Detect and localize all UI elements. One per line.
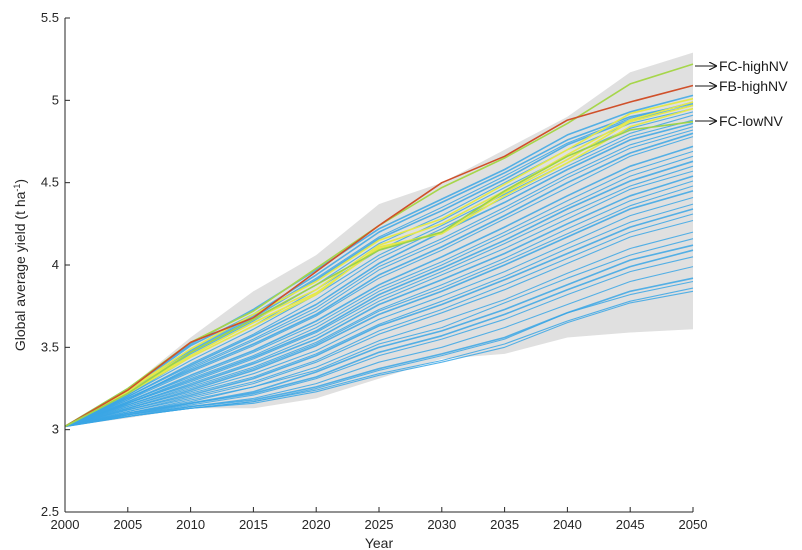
y-tick-label: 5: [52, 92, 59, 107]
ensemble-run-line: [64, 203, 694, 427]
y-axis-label-main: Global average yield (t ha: [12, 191, 28, 351]
annotation-fc-lownv: FC-lowNV: [719, 113, 783, 129]
y-tick-label: 3: [52, 422, 59, 437]
ensemble-run-line: [64, 119, 694, 427]
ensemble-run-line: [64, 190, 694, 428]
y-tick-label: 4: [52, 257, 59, 272]
ensemble-run-line: [64, 170, 694, 427]
ensemble-run-line: [64, 102, 694, 428]
x-axis-label: Year: [365, 535, 394, 550]
ensemble-run-line: [64, 249, 694, 428]
ensemble-lines: [64, 94, 694, 428]
fc-lownv-line: [64, 120, 694, 428]
ensemble-run-line: [64, 155, 694, 427]
ensemble-run-line: [64, 136, 694, 427]
ensemble-run-line: [64, 132, 694, 428]
y-tick-label: 4.5: [41, 175, 59, 190]
y-tick-label: 5.5: [41, 10, 59, 25]
ensemble-run-line: [64, 231, 694, 427]
ensemble-run-line: [64, 238, 694, 427]
ensemble-run-line: [64, 277, 694, 428]
ensemble-run-line: [64, 213, 694, 427]
y-axis-label: Global average yield (t ha-1): [12, 179, 28, 351]
y-tick-label: 3.5: [41, 339, 59, 354]
x-axis-ticks: 2000 2005 2010 2015 2020 2025 2030 2035 2040 2045…: [51, 507, 708, 532]
x-tick-label: 2045: [616, 517, 645, 532]
ensemble-run-line: [64, 256, 694, 427]
ensemble-run-line: [64, 114, 694, 427]
y-tick-label: 2.5: [41, 504, 59, 519]
y-axis-ticks: 2.5 3 3.5 4 4.5 5 5.5: [41, 10, 70, 519]
x-tick-label: 2020: [302, 517, 331, 532]
ensemble-run-line: [64, 165, 694, 427]
ensemble-run-line: [64, 175, 694, 428]
series-annotations: FC-highNV FB-highNV FC-lowNV: [695, 58, 789, 129]
y-axis-label-exponent: -1: [12, 184, 22, 192]
x-tick-label: 2000: [51, 517, 80, 532]
highlighted-run-line: [64, 97, 694, 428]
annotation-fc-highnv: FC-highNV: [719, 58, 789, 74]
x-tick-label: 2025: [365, 517, 394, 532]
named-series-lines: [64, 63, 694, 428]
y-axis-label-close: ): [12, 179, 28, 184]
x-tick-label: 2005: [113, 517, 142, 532]
ensemble-run-line: [64, 180, 694, 427]
highlighted-run-line: [64, 107, 694, 428]
x-tick-label: 2030: [427, 517, 456, 532]
x-tick-label: 2040: [553, 517, 582, 532]
ensemble-run-line: [64, 208, 694, 428]
ensemble-run-line: [64, 219, 694, 427]
ensemble-run-line: [64, 160, 694, 428]
ensemble-run-line: [64, 145, 694, 428]
ensemble-run-line: [64, 126, 694, 427]
ensemble-run-line: [64, 290, 694, 427]
ensemble-run-line: [64, 185, 694, 427]
ensemble-run-line: [64, 122, 694, 428]
x-tick-label: 2035: [490, 517, 519, 532]
highlighted-run-line: [64, 101, 694, 428]
ensemble-run-line: [64, 150, 694, 427]
fb-highnv-line: [64, 84, 694, 428]
annotation-fb-highnv: FB-highNV: [719, 78, 788, 94]
x-tick-label: 2010: [176, 517, 205, 532]
x-tick-label: 2050: [679, 517, 708, 532]
x-tick-label: 2015: [239, 517, 268, 532]
ensemble-run-line: [64, 196, 694, 427]
